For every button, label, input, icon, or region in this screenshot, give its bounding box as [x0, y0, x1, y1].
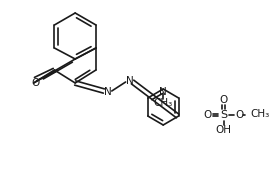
Text: O: O — [32, 78, 40, 88]
Text: OH: OH — [216, 125, 232, 135]
Text: O: O — [219, 95, 228, 105]
Text: S: S — [220, 110, 227, 120]
Text: CH₃: CH₃ — [154, 98, 173, 108]
Text: O: O — [204, 110, 212, 120]
Text: O: O — [235, 110, 244, 120]
Text: N: N — [159, 87, 167, 97]
Text: N: N — [104, 87, 112, 97]
Text: N: N — [126, 76, 133, 86]
Text: CH₃: CH₃ — [250, 109, 270, 119]
